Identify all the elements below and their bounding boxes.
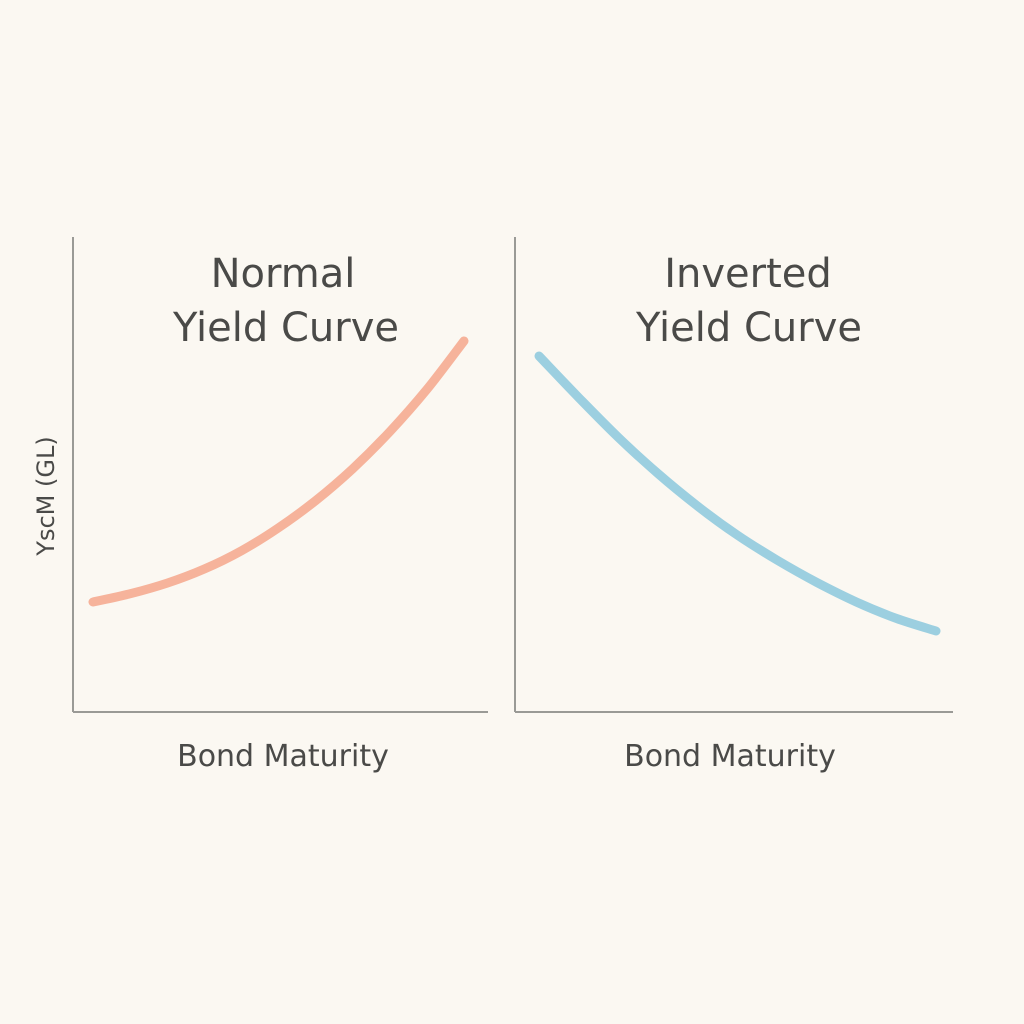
inverted-x-axis-label: Bond Maturity (624, 739, 836, 774)
inverted-yield-curve-line (534, 351, 941, 636)
normal-y-axis-label: YscM (GL) (32, 436, 60, 556)
normal-yield-curve-line (88, 336, 469, 607)
normal-title-line-2: Yield Curve (172, 305, 399, 351)
normal-yield-chart: Normal Yield Curve YscM (GL) Bond Maturi… (32, 237, 488, 774)
inverted-title-line-2: Yield Curve (635, 305, 862, 351)
inverted-yield-chart: Inverted Yield Curve Bond Maturity (514, 237, 953, 774)
normal-x-axis-label: Bond Maturity (177, 739, 389, 774)
inverted-title-line-1: Inverted (664, 251, 832, 297)
normal-title-line-1: Normal (211, 251, 356, 297)
